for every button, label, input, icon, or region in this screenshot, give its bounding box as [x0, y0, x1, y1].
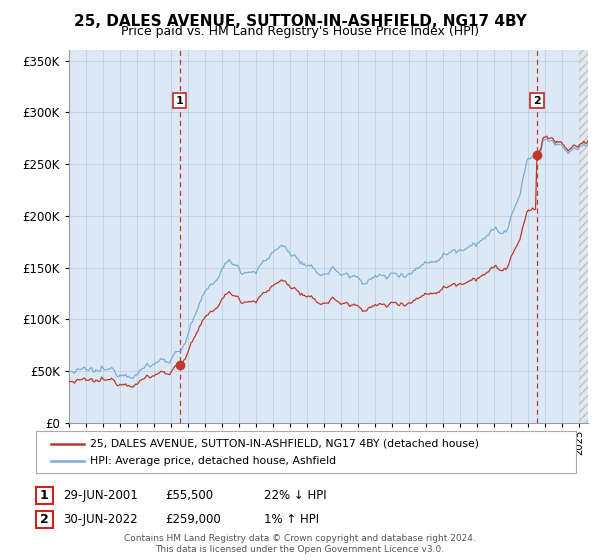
Text: 2: 2 — [533, 96, 541, 106]
Text: 1: 1 — [40, 489, 49, 502]
Text: 22% ↓ HPI: 22% ↓ HPI — [264, 489, 326, 502]
Text: £259,000: £259,000 — [165, 513, 221, 526]
Text: This data is licensed under the Open Government Licence v3.0.: This data is licensed under the Open Gov… — [155, 545, 445, 554]
Text: £55,500: £55,500 — [165, 489, 213, 502]
Text: 1: 1 — [176, 96, 184, 106]
Text: 25, DALES AVENUE, SUTTON-IN-ASHFIELD, NG17 4BY (detached house): 25, DALES AVENUE, SUTTON-IN-ASHFIELD, NG… — [90, 439, 479, 449]
Text: 30-JUN-2022: 30-JUN-2022 — [63, 513, 137, 526]
Text: Price paid vs. HM Land Registry's House Price Index (HPI): Price paid vs. HM Land Registry's House … — [121, 25, 479, 38]
Text: 29-JUN-2001: 29-JUN-2001 — [63, 489, 138, 502]
Text: Contains HM Land Registry data © Crown copyright and database right 2024.: Contains HM Land Registry data © Crown c… — [124, 534, 476, 543]
Text: 1% ↑ HPI: 1% ↑ HPI — [264, 513, 319, 526]
Text: 25, DALES AVENUE, SUTTON-IN-ASHFIELD, NG17 4BY: 25, DALES AVENUE, SUTTON-IN-ASHFIELD, NG… — [74, 14, 526, 29]
Text: HPI: Average price, detached house, Ashfield: HPI: Average price, detached house, Ashf… — [90, 456, 336, 466]
Text: 2: 2 — [40, 513, 49, 526]
